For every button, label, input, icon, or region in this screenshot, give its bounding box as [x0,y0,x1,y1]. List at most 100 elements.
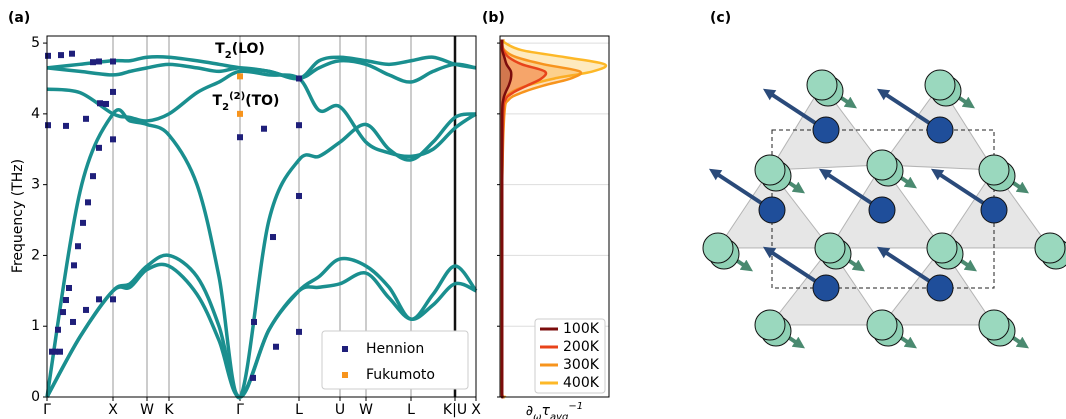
data-point [55,326,61,333]
legend-label: 300K [563,357,600,373]
x-tick-label: L [407,402,415,418]
legend-label: Fukumoto [366,367,435,383]
y-tick-label: 2 [31,247,40,263]
phonon-band [46,55,477,81]
x-tick-label: U [335,402,345,418]
data-point [63,297,69,304]
data-point [103,100,109,107]
y-axis-label: Frequency (THz) [10,159,26,273]
data-point [85,199,91,206]
panel-label: (b) [482,10,505,26]
green-atom [978,309,1010,341]
data-point [261,125,267,132]
annotation-part: (TO) [245,93,279,109]
data-point [251,318,257,325]
y-tick-label: 0 [31,389,40,405]
legend-marker [342,346,348,352]
data-point [45,122,51,129]
x-axis-label-part: ∂ [526,403,533,419]
x-axis-label-part: avg [550,412,568,419]
data-point [110,58,116,65]
data-point [296,122,302,129]
legend-label: 100K [563,321,600,337]
axes-frame [46,35,477,398]
x-axis-label: ∂ωτavg−1 [526,401,583,419]
data-point [70,318,76,325]
blue-atom [926,274,954,302]
data-point [90,59,96,66]
data-point [90,173,96,180]
phonon-band [45,253,477,399]
green-atom [924,69,956,101]
data-point [296,328,302,335]
data-point [273,343,279,350]
data-point [96,296,102,303]
data-point [49,348,55,355]
green-atom [866,149,898,181]
data-point [110,88,116,95]
annotation-part: T [215,41,225,57]
axes-frame [499,35,610,398]
data-point [63,122,69,129]
green-atom [926,232,958,264]
data-point [80,219,86,226]
data-point [96,144,102,151]
data-point [69,50,75,57]
x-tick-label: X [108,402,118,418]
annotation-part: (2) [229,91,245,102]
panel-label: (c) [710,10,731,26]
y-tick-label: 5 [31,35,40,51]
data-point [57,348,63,355]
x-tick-label: W [359,402,373,418]
annotation-part: (LO) [232,41,265,57]
data-point [110,136,116,143]
data-point [237,110,243,117]
green-atom [978,154,1010,186]
y-tick-label: 3 [31,177,40,193]
data-point [75,243,81,250]
data-point [237,134,243,141]
legend-label: Hennion [366,341,424,357]
data-point [270,234,276,241]
phonon-band [45,107,477,400]
panel-label: (a) [8,10,30,26]
annotation-part: T [213,93,223,109]
green-atom [702,232,734,264]
blue-atom [980,196,1008,224]
blue-atom [812,274,840,302]
data-point [83,115,89,122]
data-point [83,306,89,313]
data-point [71,262,77,269]
x-tick-label: Γ [236,402,244,418]
blue-atom [758,196,786,224]
legend-label: 400K [563,375,600,391]
data-point [250,374,256,381]
x-axis-label-part: τ [542,403,551,419]
phonon-band [46,69,477,159]
data-point [296,75,302,82]
y-tick-label: 4 [31,106,40,122]
legend-marker [342,372,348,378]
x-tick-label: Γ [43,402,51,418]
data-point [58,52,64,59]
data-point [237,73,243,80]
green-atom [1034,232,1066,264]
legend-label: 200K [563,339,600,355]
area-fill [500,39,581,398]
x-tick-label: K|U [443,402,467,418]
data-point [60,309,66,316]
green-atom [806,69,838,101]
x-axis-label-part: −1 [568,401,583,412]
green-atom [754,309,786,341]
annotation: T2(2)(TO) [213,91,280,113]
x-tick-label: W [140,402,154,418]
legend-box [534,318,606,394]
legend-box [321,330,469,390]
data-point [110,296,116,303]
x-tick-label: L [295,402,303,418]
data-point [45,52,51,59]
blue-atom [926,116,954,144]
data-point [296,192,302,199]
area-fill [500,39,546,398]
crystal-structure [702,69,1066,349]
